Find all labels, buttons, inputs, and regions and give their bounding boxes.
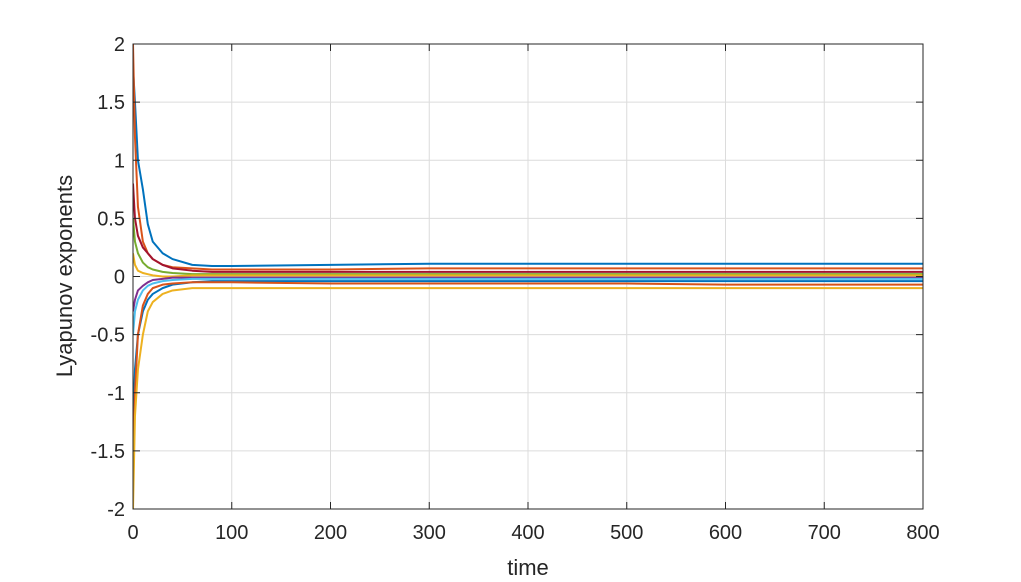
y-tick-label: -1 xyxy=(107,383,125,405)
y-tick-label: -1.5 xyxy=(91,441,125,463)
y-tick-label: 0 xyxy=(114,267,125,289)
y-tick-label: 1 xyxy=(114,150,125,172)
series-line-4 xyxy=(133,218,923,276)
y-tick-label: -0.5 xyxy=(91,325,125,347)
x-tick-label: 0 xyxy=(127,522,138,544)
x-tick-label: 400 xyxy=(511,522,544,544)
y-tick-labels: -2 -1.5 -1 -0.5 0 0.5 1 1.5 2 xyxy=(91,34,125,521)
x-tick-label: 300 xyxy=(413,522,446,544)
series-group xyxy=(133,44,923,509)
series-line-6 xyxy=(133,276,923,312)
x-tick-labels: 0 100 200 300 400 500 600 700 800 xyxy=(127,522,939,544)
x-tick-label: 600 xyxy=(709,522,742,544)
series-line-5 xyxy=(133,253,923,278)
ticks xyxy=(132,43,924,510)
x-tick-label: 200 xyxy=(314,522,347,544)
x-tick-label: 800 xyxy=(906,522,939,544)
series-line-9 xyxy=(133,281,923,486)
x-tick-label: 100 xyxy=(215,522,248,544)
y-tick-label: 0.5 xyxy=(97,208,125,230)
y-tick-label: 2 xyxy=(114,34,125,56)
grid xyxy=(133,44,923,509)
series-line-3 xyxy=(133,183,923,273)
series-line-7 xyxy=(133,277,923,335)
x-tick-label: 500 xyxy=(610,522,643,544)
y-axis-label: Lyapunov exponents xyxy=(52,175,77,377)
y-tick-label: 1.5 xyxy=(97,92,125,114)
series-line-10 xyxy=(133,287,923,509)
series-line-2 xyxy=(133,44,923,271)
y-tick-label: -2 xyxy=(107,499,125,521)
x-tick-label: 700 xyxy=(808,522,841,544)
series-line-1 xyxy=(133,67,923,268)
x-axis-label: time xyxy=(507,555,549,580)
